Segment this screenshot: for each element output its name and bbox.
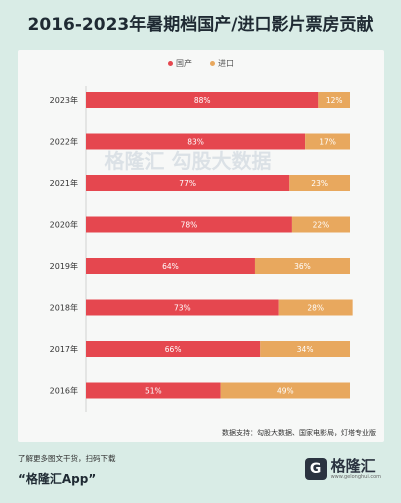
data-label-imported: 49% [277, 387, 294, 396]
bar-imported [254, 258, 350, 274]
footer-note: 了解更多图文干货，扫码下载 [18, 454, 116, 463]
category-label: 2021年 [50, 178, 78, 188]
category-label: 2020年 [50, 220, 78, 230]
watermark-text: 格隆汇 勾股大数据 [105, 149, 272, 173]
bar-domestic [86, 258, 255, 274]
data-label-imported: 23% [311, 179, 328, 188]
footer-app-name: “格隆汇App” [18, 472, 97, 486]
bar-domestic [86, 92, 319, 108]
data-label-imported: 34% [297, 345, 314, 354]
bar-imported [278, 299, 353, 316]
data-label-imported: 28% [307, 304, 324, 313]
brand-text-block: 格隆汇 www.gelonghui.com [330, 456, 381, 480]
brand-name: 格隆汇 [330, 456, 376, 475]
data-label-domestic: 77% [179, 179, 196, 188]
bar-domestic [86, 216, 292, 233]
category-label: 2023年 [50, 95, 78, 105]
brand-logo-block: G 格隆汇 www.gelonghui.com [304, 456, 381, 480]
legend-item-imported: 进口 [210, 58, 234, 69]
bar-imported [289, 175, 350, 191]
category-label: 2018年 [50, 303, 78, 313]
bar-domestic [86, 175, 290, 191]
legend-item-domestic: 国产 [168, 58, 192, 69]
bar-imported [318, 92, 350, 108]
brand-url: www.gelonghui.com [330, 473, 381, 480]
category-label: 2019年 [50, 261, 78, 271]
data-label-domestic: 78% [181, 221, 198, 230]
bar-imported [220, 382, 350, 399]
legend-swatch-domestic [168, 61, 173, 66]
bar-imported [291, 216, 350, 233]
bar-imported [305, 133, 350, 150]
data-label-imported: 36% [294, 262, 311, 271]
stacked-bar-chart: 格隆汇 勾股大数据www.gogudata.com2023年88%12%2022… [50, 86, 353, 412]
data-label-domestic: 88% [194, 96, 211, 105]
brand-logo-icon: G [304, 458, 327, 480]
bar-domestic [86, 341, 261, 357]
legend-label-domestic: 国产 [176, 59, 192, 68]
data-label-imported: 22% [313, 221, 330, 230]
data-source: 数据支持：勾股大数据、国家电影局，灯塔专业版 [222, 429, 376, 437]
data-label-domestic: 66% [165, 345, 182, 354]
legend-label-imported: 进口 [218, 59, 234, 68]
data-label-imported: 12% [326, 96, 343, 105]
bar-domestic [86, 382, 221, 399]
category-label: 2022年 [50, 137, 78, 147]
bar-domestic [86, 133, 306, 150]
data-label-domestic: 73% [174, 304, 191, 313]
data-label-imported: 17% [319, 138, 336, 147]
legend: 国产 进口 [18, 58, 384, 69]
chart-title: 2016-2023年暑期档国产/进口影片票房贡献 [27, 15, 374, 35]
data-label-domestic: 51% [145, 387, 162, 396]
category-label: 2017年 [50, 344, 78, 354]
chart-card: 国产 进口 格隆汇 勾股大数据www.gogudata.com2023年88%1… [18, 50, 384, 442]
category-label: 2016年 [50, 386, 78, 396]
bar-domestic [86, 299, 279, 316]
legend-swatch-imported [210, 61, 215, 66]
data-label-domestic: 64% [162, 262, 179, 271]
bar-imported [260, 341, 350, 357]
data-label-domestic: 83% [187, 138, 204, 147]
